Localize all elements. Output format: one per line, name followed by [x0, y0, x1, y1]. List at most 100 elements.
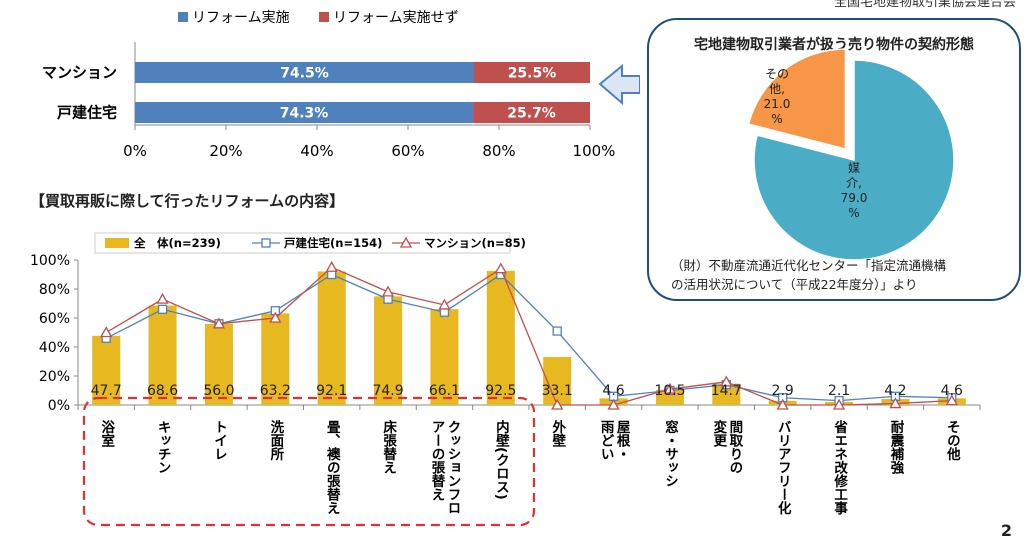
y-tick-label: 60%	[39, 311, 70, 327]
line-point	[269, 311, 282, 323]
bar-data-label: 4.6	[602, 383, 624, 399]
bar	[261, 313, 290, 405]
line-point	[778, 393, 788, 403]
line-point	[607, 398, 620, 410]
line-point	[721, 380, 731, 390]
pie-slice-label: 介,	[846, 176, 862, 190]
combo-legend: 全 体(n=239) 戸建住宅(n=154) マンション(n=85)	[94, 232, 526, 254]
bar-data-label: 63.2	[260, 383, 291, 399]
line-point	[212, 317, 226, 329]
bar-data-label: 10.5	[654, 383, 685, 399]
y-tick-label: 40%	[39, 340, 70, 356]
line-point	[157, 304, 168, 314]
line-point	[383, 294, 393, 304]
line-point	[552, 326, 562, 336]
category-label: クッションフロ	[444, 420, 460, 515]
bar-data-label: 66.1	[429, 383, 460, 399]
category-label: 浴室	[98, 419, 115, 448]
category-label: バリアフリー化	[775, 420, 792, 516]
category-label: 耐震補強	[887, 419, 905, 476]
stacked-bar-segment	[135, 102, 474, 123]
bar	[599, 398, 628, 405]
pie-slice-label: 79.0	[841, 191, 868, 205]
line-point	[608, 391, 619, 401]
stacked-bar-chart: リフォーム実施 リフォーム実施せず 0% 20% 40% 60% 80% 100% マンション 7…	[42, 10, 640, 160]
line-point	[439, 307, 450, 317]
line-point	[551, 398, 564, 410]
line-point	[832, 398, 846, 410]
x-tick-label: 80%	[482, 142, 515, 160]
y-tick-label: 80%	[39, 282, 70, 298]
category-label: その他	[944, 420, 962, 462]
y-tick-label: 20%	[39, 369, 70, 385]
legend-label-0: リフォーム実施	[192, 10, 290, 26]
pie-slice-label: %	[848, 206, 859, 220]
pie-note-line1: （財）不動産流通近代化センター「指定流通機構	[671, 258, 947, 273]
category-label: 外壁	[549, 419, 566, 448]
bar-data-label: 47.7	[91, 383, 122, 399]
legend-frame	[94, 232, 511, 254]
bar	[92, 335, 121, 405]
bar	[317, 271, 346, 405]
bar-data-label: 68.6	[147, 383, 178, 399]
category-label: マンション	[42, 64, 117, 82]
triangle-marker-icon	[399, 236, 413, 248]
arrow-shape	[598, 63, 640, 106]
legend-label-house: 戸建住宅(n=154)	[284, 236, 382, 250]
line-point	[945, 394, 958, 406]
bar-data-label: 74.5%	[280, 66, 329, 82]
line-point	[327, 269, 337, 280]
line-point	[889, 397, 902, 409]
legend-label-mansion: マンション(n=85)	[424, 236, 526, 250]
bar-data-label: 4.2	[884, 383, 906, 399]
line-point	[214, 319, 224, 329]
header-fragment: 全国宅地建物取引業協会連合会	[833, 0, 1016, 10]
bar	[881, 398, 910, 405]
category-label: 内壁(クロス)	[493, 419, 510, 500]
pie-source-note: （財）不動産流通近代化センター「指定流通機構 の活用状況について（平成22年度分…	[671, 256, 1009, 294]
y-tick-label: 0%	[48, 398, 70, 414]
pie-slice-label: 他,	[769, 82, 785, 96]
line-point	[100, 326, 113, 338]
bar-data-label: 2.9	[772, 383, 794, 399]
pie-note-line2: の活用状況について（平成22年度分）」より	[671, 277, 918, 292]
line-point	[890, 391, 901, 401]
pie-slice-label: %	[771, 112, 782, 126]
category-label: キッチン	[155, 420, 171, 474]
bar	[486, 270, 515, 405]
line-point	[720, 375, 733, 387]
stacked-bar-segment	[135, 62, 474, 83]
category-label: トイレ	[211, 420, 228, 461]
category-label: 戸建住宅	[57, 104, 117, 122]
bar	[768, 400, 797, 405]
category-label: 畳、襖の張替え	[324, 420, 341, 515]
bar	[430, 309, 459, 405]
bar-data-label: 2.1	[828, 383, 850, 399]
pie-slice-label: その	[765, 67, 789, 81]
bar-data-label: 14.7	[711, 383, 742, 399]
page-number: 2	[1000, 521, 1012, 540]
bar	[148, 305, 177, 405]
x-tick-label: 0%	[123, 142, 147, 160]
line-point	[663, 382, 677, 394]
x-tick-label: 40%	[300, 142, 333, 160]
pie-slice-label: 21.0	[764, 97, 791, 111]
category-label: 床張替え	[380, 419, 397, 475]
highlight-dashed-box	[82, 396, 536, 527]
line-point	[381, 285, 395, 297]
line-point	[101, 333, 111, 343]
category-label: 変更	[710, 419, 727, 449]
category-label: 間取りの	[726, 420, 743, 475]
line-point	[834, 395, 844, 406]
bar-data-label: 74.3%	[280, 106, 329, 122]
x-tick-label: 100%	[573, 142, 616, 160]
square-marker-icon	[261, 238, 271, 248]
bar	[374, 296, 403, 405]
stacked-bar-segment	[473, 62, 590, 83]
bar	[655, 389, 684, 405]
category-label: 屋根・	[614, 420, 631, 461]
x-tick-label: 60%	[391, 142, 424, 160]
bar-data-label: 4.6	[941, 383, 963, 399]
pie-title: 宅地建物取引業者が扱う売り物件の契約形態	[694, 37, 974, 53]
bar-data-label: 92.1	[316, 383, 347, 399]
